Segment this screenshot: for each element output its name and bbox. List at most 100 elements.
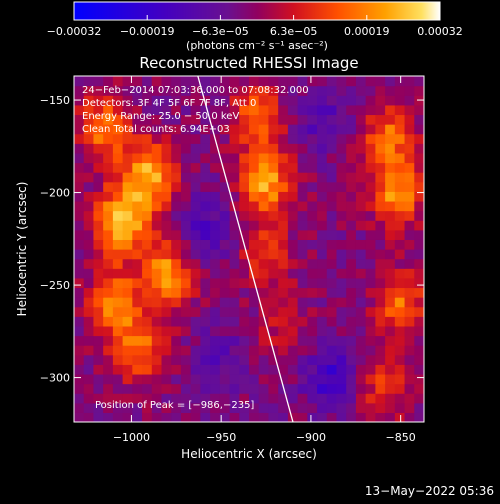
heatmap-cell	[151, 345, 163, 356]
heatmap-cell	[103, 200, 114, 212]
heatmap-cell	[112, 210, 124, 221]
heatmap-cell	[122, 210, 133, 221]
heatmap-cell	[326, 114, 338, 125]
heatmap-cell	[307, 85, 318, 96]
heatmap-cell	[229, 124, 240, 135]
heatmap-cell	[258, 152, 270, 164]
heatmap-cell	[278, 239, 289, 250]
heatmap-cell	[317, 345, 328, 356]
heatmap-cell	[239, 152, 250, 164]
generation-timestamp: 13−May−2022 05:36	[365, 484, 494, 498]
heatmap-cell	[151, 162, 163, 173]
heatmap-cell	[210, 229, 221, 240]
heatmap-cell	[239, 306, 250, 317]
y-tick-label: −200	[40, 187, 70, 200]
heatmap-cell	[287, 287, 299, 298]
heatmap-cell	[249, 412, 260, 422]
heatmap-cell	[171, 412, 182, 422]
heatmap-cell	[93, 210, 104, 221]
heatmap-cell	[103, 124, 114, 135]
heatmap-cell	[355, 373, 367, 385]
heatmap-cell	[317, 383, 328, 394]
heatmap-cell	[287, 191, 299, 202]
colorbar-unit-label: (photons cm⁻² s⁻¹ asec⁻²)	[186, 39, 328, 52]
heatmap-cell	[375, 249, 386, 260]
heatmap-cell	[190, 325, 201, 337]
heatmap-cell	[171, 191, 182, 202]
heatmap-cell	[258, 104, 270, 116]
chart-title: Reconstructed RHESSI Image	[139, 54, 358, 72]
heatmap-cell	[74, 393, 85, 404]
heatmap-cell	[326, 152, 338, 164]
heatmap-cell	[414, 306, 424, 317]
heatmap-cell	[132, 191, 143, 202]
heatmap-cell	[278, 191, 289, 202]
colorbar-tick-label: 0.00032	[417, 25, 463, 38]
heatmap-cell	[112, 162, 124, 173]
heatmap-cell	[355, 335, 367, 346]
heatmap-cell	[297, 258, 308, 269]
heatmap-cell	[278, 277, 289, 289]
heatmap-cell	[346, 306, 357, 317]
heatmap-cell	[180, 249, 192, 260]
heatmap-cell	[142, 306, 153, 317]
heatmap-cell	[229, 76, 240, 87]
heatmap-cell	[414, 354, 424, 365]
heatmap-cell	[103, 172, 114, 183]
heatmap-cell	[394, 191, 406, 202]
heatmap-cell	[132, 152, 143, 164]
heatmap-cell	[219, 249, 231, 260]
heatmap-cell	[249, 152, 260, 164]
colorbar-tick-label: −0.00019	[120, 25, 175, 38]
heatmap-cell	[190, 345, 201, 356]
heatmap-cell	[74, 200, 85, 212]
heatmap-cell	[336, 373, 347, 385]
heatmap-cell	[151, 297, 163, 308]
heatmap-cell	[385, 162, 396, 173]
heatmap-cell	[219, 402, 231, 413]
heatmap-cell	[74, 335, 85, 346]
heatmap-cell	[142, 325, 153, 337]
heatmap-cell	[171, 306, 182, 317]
heatmap-cell	[375, 412, 386, 422]
heatmap-cell	[414, 181, 424, 192]
heatmap-cell	[287, 354, 299, 365]
heatmap-cell	[414, 258, 424, 269]
heatmap-cell	[346, 239, 357, 250]
heatmap-cell	[268, 373, 279, 385]
heatmap-cell	[249, 325, 260, 337]
heatmap-cell	[112, 383, 124, 394]
heatmap-cell	[346, 383, 357, 394]
heatmap-cell	[180, 172, 192, 183]
heatmap-cell	[190, 191, 201, 202]
heatmap-cell	[93, 287, 104, 298]
heatmap-cell	[278, 229, 289, 240]
heatmap-cell	[365, 412, 376, 422]
heatmap-cell	[404, 277, 415, 289]
heatmap-cell	[83, 162, 95, 173]
heatmap-cell	[74, 345, 85, 356]
heatmap-cell	[151, 133, 163, 144]
heatmap-cell	[74, 268, 85, 279]
heatmap-cell	[258, 200, 270, 212]
heatmap-cell	[278, 76, 289, 87]
heatmap-cell	[112, 277, 124, 289]
heatmap-cell	[103, 335, 114, 346]
heatmap-cell	[355, 306, 367, 317]
heatmap-cell	[210, 249, 221, 260]
heatmap-cell	[151, 393, 163, 404]
heatmap-cell	[200, 95, 211, 106]
heatmap-cell	[346, 95, 357, 106]
heatmap-cell	[210, 220, 221, 231]
heatmap-cell	[326, 306, 338, 317]
heatmap-cell	[161, 345, 172, 356]
heatmap-cell	[297, 133, 308, 144]
heatmap-cell	[142, 316, 153, 327]
heatmap-cell	[180, 114, 192, 125]
heatmap-cell	[161, 268, 172, 279]
heatmap-cell	[249, 104, 260, 116]
heatmap-cell	[404, 325, 415, 337]
heatmap-cell	[249, 172, 260, 183]
heatmap-cell	[297, 172, 308, 183]
heatmap-cell	[93, 124, 104, 135]
